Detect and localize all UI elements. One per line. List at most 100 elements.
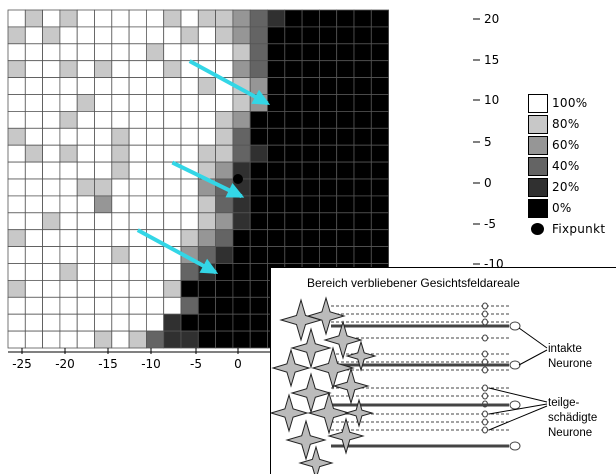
field-cell: [76, 246, 95, 264]
field-cell: [24, 161, 43, 180]
field-cell: [76, 111, 95, 129]
field-cell: [336, 178, 355, 197]
field-cell: [76, 43, 95, 62]
field-cell: [232, 144, 251, 163]
field-cell: [145, 26, 165, 45]
field-cell: [353, 26, 372, 45]
field-cell: [145, 279, 165, 298]
field-cell: [353, 161, 372, 180]
field-cell: [249, 313, 268, 332]
field-cell: [336, 60, 355, 79]
field-cell: [370, 178, 389, 197]
field-cell: [301, 43, 320, 62]
field-cell: [7, 9, 26, 28]
field-cell: [197, 94, 217, 112]
field-cell: [249, 263, 268, 281]
field-cell: [128, 279, 147, 298]
field-cell: [232, 229, 251, 247]
field-cell: [180, 26, 199, 45]
field-cell: [370, 77, 389, 95]
legend-fixation-item: Fixpunkt: [528, 220, 612, 241]
field-cell: [42, 263, 61, 281]
field-cell: [232, 263, 251, 281]
neuron-body-icon: [307, 391, 351, 435]
field-cell: [284, 43, 303, 62]
field-cell: [353, 246, 372, 264]
field-cell: [163, 127, 182, 146]
field-cell: [267, 195, 286, 214]
field-cell: [145, 43, 165, 62]
axon-terminal: [482, 366, 488, 374]
field-cell: [180, 313, 199, 332]
field-cell: [7, 77, 26, 95]
field-cell: [94, 229, 113, 247]
legend-swatch: [528, 199, 548, 218]
field-cell: [128, 195, 147, 214]
axon-terminal: [509, 321, 521, 331]
field-cell: [42, 195, 61, 214]
field-cell: [284, 144, 303, 163]
field-cell: [111, 330, 130, 349]
field-cell: [370, 26, 389, 45]
field-cell: [24, 144, 43, 163]
legend-item: 80%: [528, 115, 612, 136]
legend-label: 40%: [552, 159, 580, 173]
x-tick-label: -25: [12, 357, 32, 371]
field-cell: [128, 144, 147, 163]
field-cell: [336, 229, 355, 247]
field-cell: [180, 279, 199, 298]
field-cell: [197, 229, 217, 247]
field-cell: [7, 26, 26, 45]
field-cell: [370, 229, 389, 247]
field-cell: [215, 9, 234, 28]
field-cell: [301, 26, 320, 45]
field-cell: [111, 43, 130, 62]
neuron-illustration: [271, 296, 548, 474]
field-cell: [111, 229, 130, 247]
field-cell: [24, 229, 43, 247]
neuron-body-icon: [332, 367, 370, 405]
x-tick-label: -20: [55, 357, 75, 371]
field-cell: [284, 94, 303, 112]
field-cell: [318, 212, 338, 231]
field-cell: [197, 43, 217, 62]
field-cell: [94, 111, 113, 129]
field-cell: [267, 43, 286, 62]
field-cell: [128, 111, 147, 129]
field-cell: [145, 77, 165, 95]
legend-item: 40%: [528, 157, 612, 178]
legend-swatch: [528, 94, 548, 113]
field-cell: [284, 212, 303, 231]
field-cell: [249, 161, 268, 180]
field-cell: [24, 111, 43, 129]
field-cell: [180, 178, 199, 197]
field-cell: [76, 178, 95, 197]
legend-swatch: [528, 136, 548, 155]
field-cell: [94, 313, 113, 332]
field-cell: [24, 263, 43, 281]
field-cell: [249, 279, 268, 298]
field-cell: [215, 195, 234, 214]
legend-item: 100%: [528, 94, 612, 115]
field-cell: [145, 127, 165, 146]
field-cell: [163, 263, 182, 281]
field-cell: [318, 144, 338, 163]
field-cell: [267, 9, 286, 28]
label-pointer-line: [488, 387, 548, 403]
field-cell: [145, 195, 165, 214]
field-cell: [301, 60, 320, 79]
field-cell: [163, 212, 182, 231]
neuron-body-icon: [327, 417, 365, 455]
field-cell: [24, 195, 43, 214]
field-cell: [59, 212, 78, 231]
field-cell: [59, 178, 78, 197]
axon-terminal: [482, 318, 488, 326]
field-cell: [197, 111, 217, 129]
field-cell: [163, 195, 182, 214]
field-cell: [353, 212, 372, 231]
field-cell: [42, 229, 61, 247]
field-cell: [232, 246, 251, 264]
field-cell: [197, 296, 217, 315]
field-cell: [111, 144, 130, 163]
field-cell: [94, 212, 113, 231]
